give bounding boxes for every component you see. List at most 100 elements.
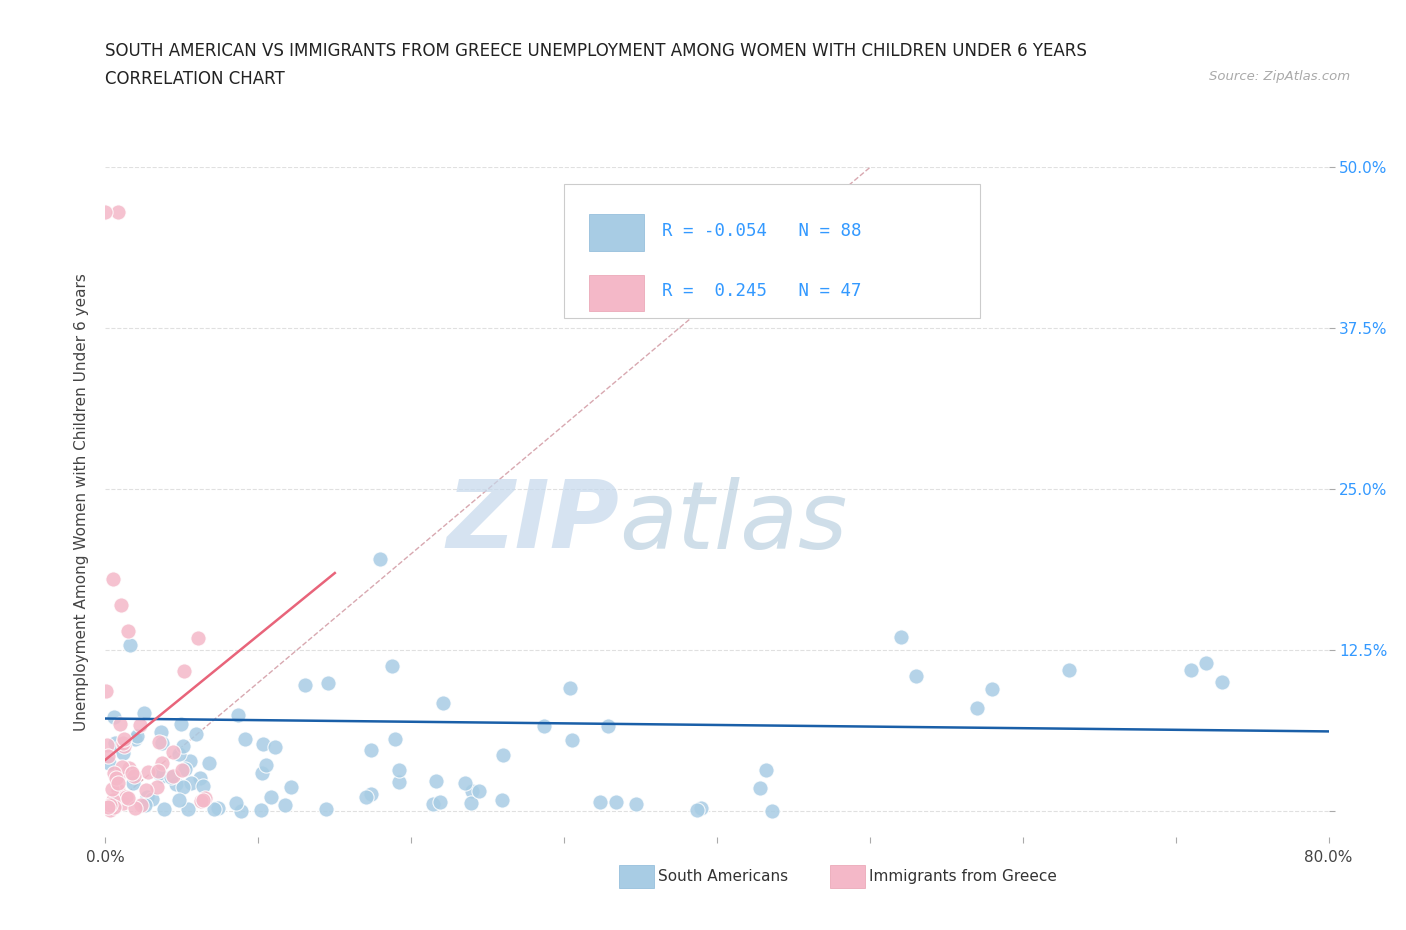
Point <box>250 765 273 780</box>
Point <box>107 782 129 797</box>
Point <box>370 551 392 566</box>
Point <box>184 726 207 741</box>
Point <box>588 794 610 809</box>
Point <box>429 794 451 809</box>
Point <box>260 790 283 804</box>
Point <box>103 710 125 724</box>
Point <box>110 598 132 613</box>
Point <box>461 784 484 799</box>
Point <box>624 796 647 811</box>
Point <box>187 631 209 645</box>
Point <box>152 769 174 784</box>
Point <box>425 774 447 789</box>
Point <box>596 719 619 734</box>
FancyBboxPatch shape <box>564 184 980 318</box>
Point <box>136 764 159 779</box>
Point <box>191 778 214 793</box>
Point <box>981 682 1004 697</box>
Point <box>280 779 302 794</box>
Point <box>533 719 555 734</box>
Point <box>198 755 221 770</box>
Point <box>468 783 491 798</box>
Y-axis label: Unemployment Among Women with Children Under 6 years: Unemployment Among Women with Children U… <box>75 273 90 731</box>
Point <box>605 794 627 809</box>
Point <box>111 759 134 774</box>
Point <box>159 769 181 784</box>
Point <box>104 770 127 785</box>
Text: Source: ZipAtlas.com: Source: ZipAtlas.com <box>1209 70 1350 83</box>
Point <box>108 716 131 731</box>
Point <box>136 790 159 804</box>
Point <box>162 768 184 783</box>
Point <box>122 769 145 784</box>
Text: Immigrants from Greece: Immigrants from Greece <box>869 870 1057 884</box>
Point <box>381 658 404 673</box>
Text: CORRELATION CHART: CORRELATION CHART <box>105 70 285 87</box>
Point <box>117 623 139 638</box>
Point <box>384 732 406 747</box>
Point <box>107 776 129 790</box>
Point <box>755 763 778 777</box>
Point <box>141 792 163 807</box>
Point <box>132 706 155 721</box>
Point <box>233 731 256 746</box>
Point <box>97 800 120 815</box>
Point <box>101 793 124 808</box>
Point <box>129 718 152 733</box>
Point <box>179 776 201 790</box>
Point <box>685 803 707 817</box>
Point <box>115 790 138 804</box>
Point <box>98 803 121 817</box>
Point <box>889 630 911 644</box>
Point <box>172 779 194 794</box>
Point <box>360 742 382 757</box>
Point <box>202 802 225 817</box>
Point <box>148 734 170 749</box>
Point <box>145 780 167 795</box>
Point <box>107 769 129 784</box>
Point <box>1195 656 1218 671</box>
Point <box>135 783 157 798</box>
Point <box>96 737 118 752</box>
Point <box>148 765 170 780</box>
Point <box>101 572 124 587</box>
Point <box>454 775 477 790</box>
Point <box>173 664 195 679</box>
Point <box>98 798 121 813</box>
FancyBboxPatch shape <box>589 214 644 251</box>
Point <box>316 675 339 690</box>
Point <box>124 732 146 747</box>
Text: South Americans: South Americans <box>658 870 789 884</box>
Point <box>146 764 169 778</box>
Point <box>103 800 125 815</box>
Point <box>432 696 454 711</box>
FancyBboxPatch shape <box>589 274 644 312</box>
Point <box>134 797 156 812</box>
Point <box>388 763 411 777</box>
Point <box>254 758 277 773</box>
Point <box>761 804 783 818</box>
Point <box>1057 662 1080 677</box>
Point <box>165 777 187 792</box>
Point <box>172 763 194 777</box>
Point <box>1180 662 1202 677</box>
Point <box>190 793 212 808</box>
Text: R = -0.054   N = 88: R = -0.054 N = 88 <box>662 222 862 240</box>
Point <box>94 205 117 219</box>
Point <box>315 802 337 817</box>
Point <box>111 745 134 760</box>
Point <box>153 802 176 817</box>
Point <box>162 744 184 759</box>
Text: ZIP: ZIP <box>446 476 619 568</box>
Point <box>101 781 124 796</box>
Point <box>124 800 146 815</box>
Point <box>96 684 118 698</box>
Point <box>229 804 252 818</box>
Point <box>167 792 190 807</box>
Point <box>561 732 583 747</box>
Point <box>112 731 135 746</box>
Point <box>118 637 141 652</box>
Point <box>167 747 190 762</box>
Point <box>228 708 250 723</box>
Point <box>150 735 173 750</box>
